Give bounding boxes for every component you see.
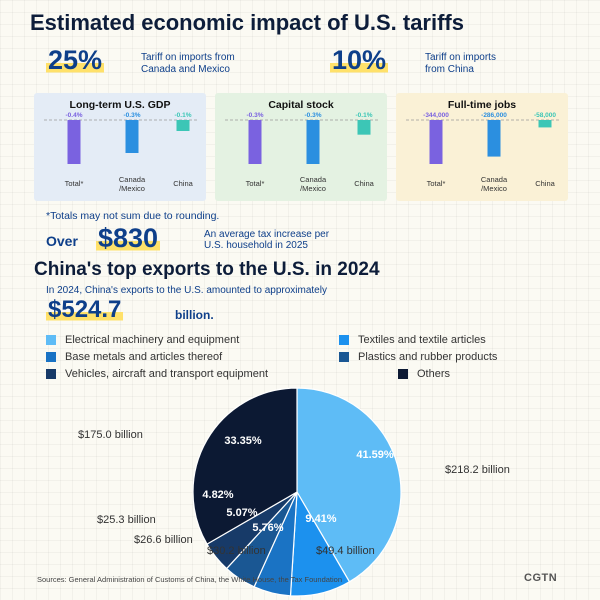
- gdp-bar-1: [125, 120, 139, 153]
- legend-swatch: [46, 352, 56, 362]
- legend-swatch: [398, 369, 408, 379]
- pie-percent-label-vehicles: 4.82%: [202, 489, 233, 501]
- pie-value-label-plastics: $26.6 billion: [134, 534, 193, 546]
- pie-slice-electrical: [296, 387, 402, 583]
- household-over-label: Over: [46, 233, 78, 249]
- gdp-value-label-2: -0.1%: [175, 112, 192, 119]
- tariff-china-desc-line2: from China: [425, 64, 474, 75]
- jobs-bar-1: [487, 120, 501, 157]
- legend-label: Base metals and articles thereof: [65, 351, 223, 363]
- household-desc-line1: An average tax increase per: [204, 229, 330, 240]
- legend-base-metals: Base metals and articles thereof: [46, 351, 222, 363]
- pie-percent-label-plastics: 5.07%: [226, 507, 257, 519]
- legend-electrical: Electrical machinery and equipment: [46, 334, 239, 346]
- household-desc-line2: U.S. household in 2025: [204, 240, 308, 251]
- capital-bar-0: [248, 120, 262, 164]
- tariff-china-desc: Tariff on imports from China: [425, 52, 496, 76]
- capital-bar-2: [357, 120, 371, 135]
- tariff-canada-mexico-desc-line2: Canada and Mexico: [141, 64, 230, 75]
- capital-category-label-2: China: [354, 179, 374, 188]
- capital-category-label-0: Total*: [246, 179, 265, 188]
- pie-percent-label-electrical: 41.59%: [356, 449, 394, 461]
- main-title: Estimated economic impact of U.S. tariff…: [30, 10, 464, 35]
- jobs-value-label-0: -344,000: [423, 112, 449, 119]
- jobs-value-label-1: -286,000: [481, 112, 507, 119]
- legend-plastics: Plastics and rubber products: [339, 351, 497, 363]
- jobs-value-label-2: -58,000: [534, 112, 556, 119]
- exports-intro: In 2024, China's exports to the U.S. amo…: [46, 285, 327, 296]
- legend-label: Electrical machinery and equipment: [65, 334, 240, 346]
- legend-label: Textiles and textile articles: [358, 334, 486, 346]
- cgtn-logo: CGTN: [524, 572, 558, 584]
- gdp-category-label-0: Total*: [65, 179, 84, 188]
- gdp-category-label-1: Canada: [119, 175, 146, 184]
- legend-others: Others: [398, 368, 450, 380]
- exports-amount-unit: billion.: [175, 308, 214, 322]
- gdp-bar-chart: -0.4% Total* -0.3% Canada/Mexico -0.1% China: [44, 112, 198, 193]
- capital-category-label-1: Canada: [300, 175, 327, 184]
- household-desc: An average tax increase per U.S. househo…: [204, 229, 329, 251]
- jobs-panel: Full-time jobs -344,000 Total* -286,000 Can…: [396, 93, 568, 201]
- jobs-category-label-1: Canada: [481, 175, 508, 184]
- capital-value-label-1: -0.3%: [305, 112, 322, 119]
- jobs-bar-chart: -344,000 Total* -286,000 Canada/Mexico -58,0…: [406, 112, 560, 193]
- exports-title: China's top exports to the U.S. in 2024: [34, 259, 380, 280]
- pie-slice-others: [192, 387, 298, 545]
- pie-value-label-base-metals: $30.2 billion: [207, 545, 266, 557]
- legend-label: Plastics and rubber products: [358, 351, 498, 363]
- pie-value-label-vehicles: $25.3 billion: [97, 514, 156, 526]
- jobs-panel-title: Full-time jobs: [447, 99, 517, 111]
- tariff-china-pct: 10%: [330, 45, 389, 76]
- gdp-bar-0: [67, 120, 81, 164]
- pie-percent-label-base-metals: 5.76%: [252, 522, 283, 534]
- gdp-panel-title: Long-term U.S. GDP: [69, 99, 171, 111]
- pie-value-label-others: $175.0 billion: [78, 429, 143, 441]
- legend-swatch: [46, 335, 56, 345]
- legend-label: Vehicles, aircraft and transport equipme…: [65, 368, 269, 380]
- capital-panel: Capital stock -0.3% Total* -0.3% Canada/Mex…: [215, 93, 387, 201]
- capital-value-label-0: -0.3%: [247, 112, 264, 119]
- pie-value-label-electrical: $218.2 billion: [445, 464, 510, 476]
- pie-value-label-textiles: $49.4 billion: [316, 545, 375, 557]
- exports-amount: $524.7: [46, 296, 124, 324]
- pie-slice-vehicles: [206, 491, 298, 570]
- gdp-category-label-2: China: [173, 179, 193, 188]
- capital-bar-chart: -0.3% Total* -0.3% Canada/Mexico -0.1% China: [225, 112, 379, 193]
- legend-label: Others: [417, 368, 451, 380]
- gdp-panel: Long-term U.S. GDP -0.4% Total* -0.3% Canad…: [34, 93, 206, 201]
- gdp-bar-2: [176, 120, 190, 131]
- jobs-category-label-1: /Mexico: [481, 184, 507, 193]
- legend-vehicles: Vehicles, aircraft and transport equipme…: [46, 368, 268, 380]
- legend-swatch: [46, 369, 56, 379]
- tariff-canada-mexico-desc: Tariff on imports from Canada and Mexico: [141, 52, 235, 76]
- jobs-bar-2: [538, 120, 552, 128]
- capital-category-label-1: /Mexico: [300, 184, 326, 193]
- legend-textiles: Textiles and textile articles: [339, 334, 486, 346]
- gdp-value-label-0: -0.4%: [66, 112, 83, 119]
- legend-swatch: [339, 335, 349, 345]
- household-amount: $830: [96, 223, 161, 254]
- capital-panel-title: Capital stock: [268, 99, 334, 111]
- jobs-bar-0: [429, 120, 443, 164]
- capital-value-label-2: -0.1%: [356, 112, 373, 119]
- tariff-canada-mexico-pct: 25%: [46, 45, 105, 76]
- legend-swatch: [339, 352, 349, 362]
- tariff-canada-mexico-desc-line1: Tariff on imports from: [141, 52, 235, 63]
- gdp-value-label-1: -0.3%: [124, 112, 141, 119]
- jobs-category-label-0: Total*: [427, 179, 446, 188]
- gdp-category-label-1: /Mexico: [119, 184, 145, 193]
- jobs-category-label-2: China: [535, 179, 555, 188]
- tariff-china-desc-line1: Tariff on imports: [425, 52, 496, 63]
- sources: Sources: General Administration of Custo…: [37, 575, 343, 584]
- rounding-note: *Totals may not sum due to rounding.: [46, 210, 220, 222]
- capital-bar-1: [306, 120, 320, 164]
- pie-percent-label-others: 33.35%: [224, 435, 262, 447]
- pie-slice-plastics: [225, 491, 298, 588]
- pie-percent-label-textiles: 9.41%: [305, 513, 336, 525]
